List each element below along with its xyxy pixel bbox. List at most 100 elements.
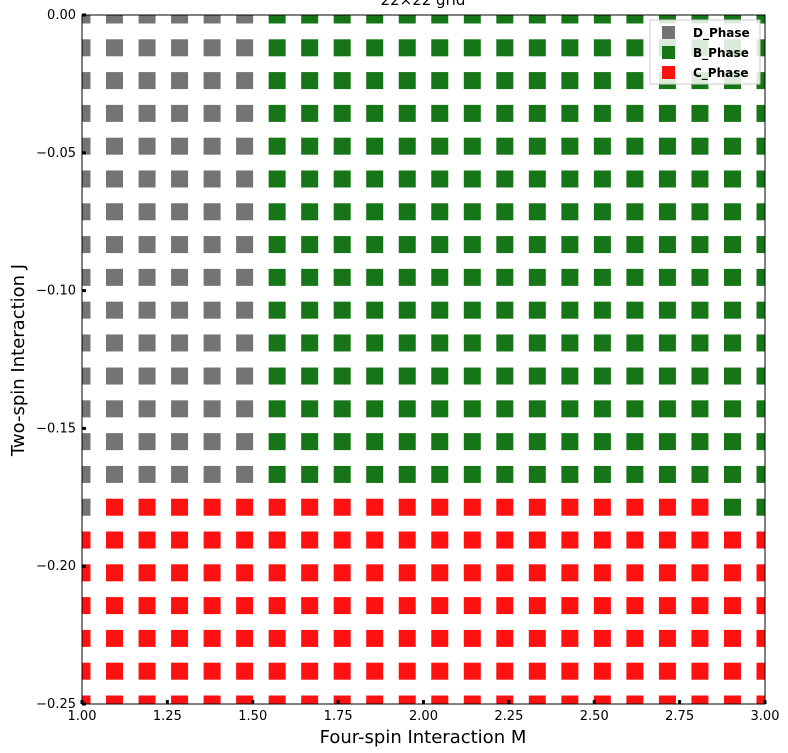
marker-c-phase: [398, 498, 416, 516]
marker-b-phase: [463, 39, 481, 57]
marker-b-phase: [691, 236, 709, 254]
marker-c-phase: [333, 629, 351, 647]
legend-label-c-phase: C_Phase: [693, 66, 749, 81]
marker-b-phase: [333, 203, 351, 221]
marker-d-phase: [236, 137, 254, 155]
marker-b-phase: [463, 367, 481, 385]
marker-d-phase: [171, 137, 189, 155]
marker-b-phase: [691, 15, 709, 24]
marker-b-phase: [626, 301, 644, 319]
marker-b-phase: [431, 15, 449, 24]
marker-b-phase: [593, 433, 611, 451]
marker-b-phase: [301, 334, 319, 352]
marker-b-phase: [333, 334, 351, 352]
marker-c-phase: [431, 564, 449, 582]
marker-b-phase: [723, 334, 741, 352]
marker-d-phase: [171, 203, 189, 221]
marker-b-phase: [496, 203, 514, 221]
marker-c-phase: [138, 564, 156, 582]
marker-b-phase: [561, 137, 579, 155]
marker-c-phase: [496, 597, 514, 615]
marker-b-phase: [658, 203, 676, 221]
marker-d-phase: [236, 15, 254, 24]
marker-b-phase: [463, 137, 481, 155]
marker-b-phase: [593, 104, 611, 122]
marker-b-phase: [626, 367, 644, 385]
chart-title: 22×22 grid: [381, 0, 466, 9]
marker-c-phase: [561, 597, 579, 615]
marker-c-phase: [236, 597, 254, 615]
marker-d-phase: [203, 236, 221, 254]
marker-b-phase: [333, 39, 351, 57]
marker-b-phase: [463, 465, 481, 483]
marker-b-phase: [658, 170, 676, 188]
marker-d-phase: [82, 72, 91, 90]
marker-d-phase: [171, 301, 189, 319]
marker-b-phase: [431, 400, 449, 418]
marker-b-phase: [561, 268, 579, 286]
marker-b-phase: [756, 433, 765, 451]
marker-b-phase: [593, 334, 611, 352]
x-tick-label: 2.50: [580, 709, 609, 724]
marker-b-phase: [626, 39, 644, 57]
marker-b-phase: [301, 104, 319, 122]
marker-b-phase: [593, 400, 611, 418]
marker-b-phase: [268, 203, 286, 221]
marker-b-phase: [463, 268, 481, 286]
marker-d-phase: [236, 39, 254, 57]
marker-c-phase: [138, 498, 156, 516]
marker-b-phase: [756, 15, 765, 24]
marker-d-phase: [236, 72, 254, 90]
marker-b-phase: [366, 236, 384, 254]
marker-b-phase: [723, 137, 741, 155]
marker-d-phase: [106, 170, 124, 188]
marker-b-phase: [398, 268, 416, 286]
marker-b-phase: [398, 39, 416, 57]
marker-b-phase: [431, 137, 449, 155]
marker-b-phase: [756, 465, 765, 483]
marker-d-phase: [82, 170, 91, 188]
marker-c-phase: [593, 597, 611, 615]
marker-c-phase: [691, 597, 709, 615]
marker-d-phase: [106, 268, 124, 286]
marker-c-phase: [171, 564, 189, 582]
marker-b-phase: [496, 400, 514, 418]
marker-c-phase: [561, 531, 579, 549]
marker-c-phase: [626, 695, 644, 704]
marker-b-phase: [496, 72, 514, 90]
marker-c-phase: [463, 695, 481, 704]
marker-c-phase: [723, 531, 741, 549]
marker-c-phase: [138, 662, 156, 680]
marker-d-phase: [203, 301, 221, 319]
marker-b-phase: [463, 433, 481, 451]
x-tick-label: 1.25: [153, 709, 182, 724]
marker-d-phase: [203, 334, 221, 352]
marker-c-phase: [756, 629, 765, 647]
marker-b-phase: [723, 203, 741, 221]
marker-d-phase: [106, 334, 124, 352]
marker-c-phase: [496, 629, 514, 647]
marker-c-phase: [203, 629, 221, 647]
marker-c-phase: [366, 498, 384, 516]
marker-d-phase: [203, 137, 221, 155]
marker-d-phase: [171, 334, 189, 352]
marker-b-phase: [593, 15, 611, 24]
marker-b-phase: [268, 15, 286, 24]
marker-c-phase: [723, 629, 741, 647]
marker-b-phase: [268, 367, 286, 385]
marker-c-phase: [138, 531, 156, 549]
marker-b-phase: [463, 301, 481, 319]
marker-d-phase: [138, 334, 156, 352]
marker-b-phase: [528, 15, 546, 24]
marker-c-phase: [203, 531, 221, 549]
marker-c-phase: [203, 498, 221, 516]
marker-b-phase: [658, 465, 676, 483]
marker-b-phase: [658, 400, 676, 418]
marker-b-phase: [496, 39, 514, 57]
marker-c-phase: [561, 498, 579, 516]
marker-b-phase: [626, 433, 644, 451]
marker-d-phase: [236, 334, 254, 352]
marker-d-phase: [82, 400, 91, 418]
marker-d-phase: [106, 400, 124, 418]
